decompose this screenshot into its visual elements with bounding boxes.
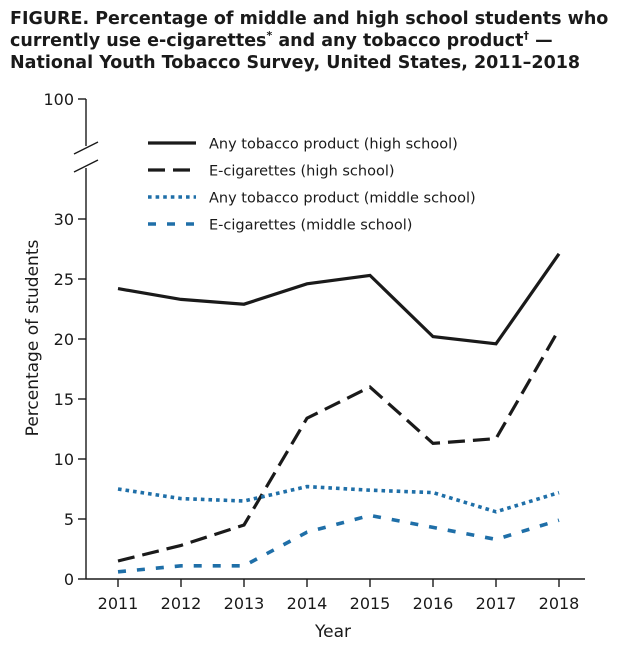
legend-label: Any tobacco product (middle school): [209, 191, 476, 207]
x-tick-label: 2015: [350, 594, 391, 613]
figure-title-main: Percentage of middle and high school stu…: [10, 9, 609, 51]
series-line-4: [117, 513, 560, 574]
x-axis-label: Year: [314, 622, 351, 642]
x-tick-label: 2013: [224, 594, 265, 613]
figure-title-end: — National Youth Tobacco Survey, United …: [10, 31, 581, 73]
chart-axes: 0 5 10 15 20 25 30 100 2011 2012 2013 2014 2015 2016 2…: [43, 90, 585, 613]
y-axis-label: Percentage of students: [23, 240, 43, 437]
y-tick-label: 100: [43, 90, 74, 109]
legend-label: E-cigarettes (middle school): [209, 218, 412, 234]
series-line-3: [117, 484, 560, 514]
figure-title-prefix: FIGURE.: [10, 9, 90, 29]
y-tick-label: 30: [54, 210, 74, 229]
y-axis-break-mark: [73, 141, 99, 155]
y-axis-break-mark: [73, 159, 99, 173]
figure-title-mid: and any tobacco product: [272, 31, 524, 51]
y-tick-label: 15: [54, 390, 74, 409]
x-tick-label: 2012: [161, 594, 202, 613]
chart-legend: Any tobacco product (high school) E-cigar…: [148, 137, 476, 234]
x-tick-label: 2011: [98, 594, 139, 613]
figure-title-footnote-mark-1: *: [266, 29, 273, 43]
x-tick-label: 2018: [539, 594, 580, 613]
x-tick-label: 2016: [413, 594, 454, 613]
chart-series: [117, 252, 561, 574]
figure-title: FIGURE. Percentage of middle and high sc…: [10, 8, 630, 74]
y-tick-label: 25: [54, 270, 74, 289]
figure-title-footnote-mark-2: †: [523, 29, 530, 43]
y-tick-label: 0: [64, 570, 74, 589]
series-line-2: [117, 328, 561, 563]
y-tick-label: 20: [54, 330, 74, 349]
x-tick-label: 2014: [287, 594, 328, 613]
y-tick-label: 10: [54, 450, 74, 469]
series-line-1: [117, 252, 561, 346]
y-tick-label: 5: [64, 510, 74, 529]
legend-label: Any tobacco product (high school): [209, 137, 458, 153]
legend-label: E-cigarettes (high school): [209, 164, 395, 180]
x-tick-label: 2017: [476, 594, 517, 613]
